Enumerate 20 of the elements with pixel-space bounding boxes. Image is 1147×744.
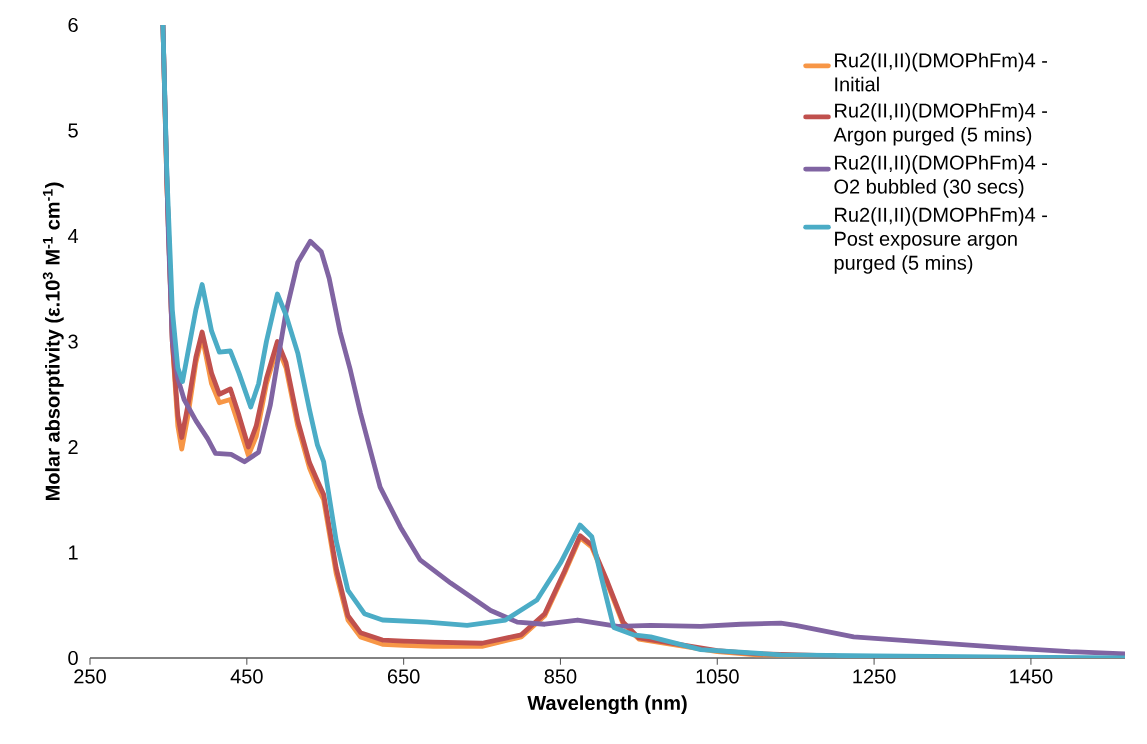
x-tick-label: 1450	[1010, 669, 1053, 684]
y-axis-title: Molar absorptivity (ε.10$^{3}$ M$^{-1}$ cm$^{-1}$)	[42, 182, 64, 501]
x-tick-label: 250	[74, 669, 106, 684]
legend-label: Ru2(II,II)(DMOPhFm)4 - O2 bubbled (30 secs)	[834, 155, 1048, 198]
x-tick-label: 450	[230, 669, 263, 684]
y-tick-label: 6	[68, 17, 78, 33]
x-tick-label: 850	[544, 669, 577, 684]
y-tick-label: 0	[68, 650, 78, 666]
x-tick-label: 650	[387, 669, 420, 684]
x-tick-label: 1250	[853, 669, 896, 684]
y-tick-label: 4	[67, 229, 79, 243]
legend-label: Ru2(II,II)(DMOPhFm)4 - Initial	[835, 52, 1048, 92]
x-tick-label: 1050	[696, 669, 739, 684]
legend-label: Ru2(II,II)(DMOPhFm)4 - Argon purged (5 mins)	[833, 102, 1048, 146]
y-tick-label: 2	[68, 440, 78, 454]
legend-label: Ru2(II,II)(DMOPhFm)4 - Post exposure argon purged (5 mins)	[834, 207, 1048, 274]
y-tick-label: 5	[68, 123, 78, 138]
x-axis-title: Wavelength (nm)	[527, 695, 687, 715]
y-tick-label: 1	[69, 545, 78, 560]
y-tick-label: 3	[68, 334, 78, 349]
